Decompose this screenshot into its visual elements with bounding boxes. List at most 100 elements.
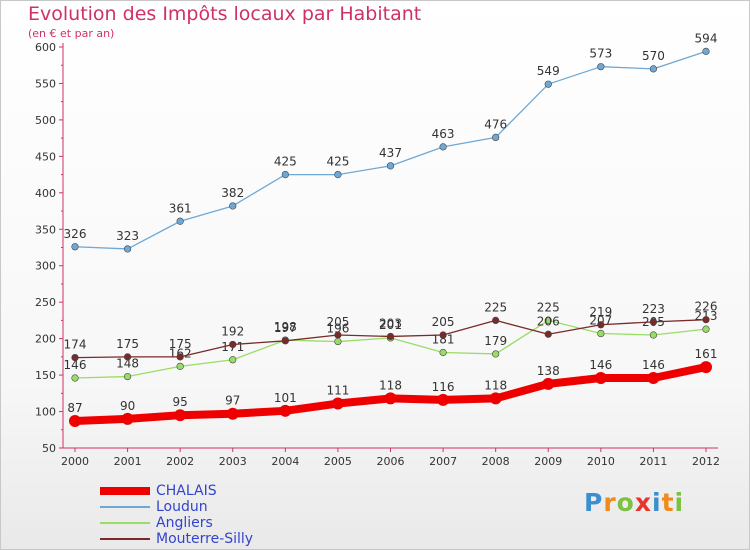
data-label: 225 <box>537 300 560 314</box>
data-label: 463 <box>432 127 455 141</box>
data-point <box>123 372 132 381</box>
data-point <box>597 321 605 329</box>
data-label: 198 <box>274 320 297 334</box>
data-point <box>121 412 134 425</box>
data-label: 203 <box>379 316 402 330</box>
data-label: 118 <box>484 378 507 392</box>
legend-label: Angliers <box>156 515 213 531</box>
data-point <box>229 340 237 349</box>
y-tick-label: 450 <box>35 150 56 163</box>
data-label: 437 <box>379 146 402 160</box>
data-label: 87 <box>67 401 82 415</box>
data-point <box>334 337 342 346</box>
data-label: 196 <box>326 322 349 336</box>
data-point <box>544 330 552 338</box>
data-point <box>226 407 239 420</box>
data-point <box>279 404 292 417</box>
data-point <box>700 361 712 374</box>
data-point <box>492 350 500 358</box>
legend-label: Mouterre-Silly <box>156 531 254 547</box>
data-label: 570 <box>642 49 665 63</box>
data-label: 361 <box>169 201 192 215</box>
data-point <box>649 318 658 326</box>
data-label: 326 <box>64 227 87 241</box>
data-label: 174 <box>64 338 87 352</box>
x-tick-label: 2007 <box>429 455 457 468</box>
data-point <box>386 162 395 170</box>
data-label: 425 <box>274 155 297 169</box>
y-tick-label: 50 <box>42 442 56 455</box>
x-tick-label: 2005 <box>324 455 352 468</box>
data-label: 201 <box>379 318 402 332</box>
y-tick-label: 500 <box>35 114 56 127</box>
logo-letter: i <box>652 488 662 517</box>
legend-swatch <box>100 538 150 540</box>
data-label: 111 <box>326 384 349 398</box>
data-label: 323 <box>116 229 139 243</box>
data-point <box>702 316 710 324</box>
data-label: 101 <box>274 391 297 405</box>
data-point <box>439 348 447 357</box>
data-label: 175 <box>169 337 192 351</box>
data-label: 95 <box>173 395 188 409</box>
data-point <box>542 377 555 390</box>
data-point <box>384 392 397 405</box>
data-point <box>597 329 605 338</box>
data-label: 138 <box>537 364 560 378</box>
data-point <box>594 372 607 385</box>
data-label: 118 <box>379 378 402 392</box>
data-label: 219 <box>589 305 612 319</box>
data-label: 549 <box>537 64 560 78</box>
x-tick-label: 2000 <box>61 455 89 468</box>
x-tick-label: 2006 <box>377 455 405 468</box>
data-point <box>439 143 447 151</box>
data-point <box>492 316 500 325</box>
logo-letter: o <box>616 488 635 517</box>
x-tick-label: 2010 <box>587 455 615 468</box>
logo-letter: t <box>661 488 675 517</box>
data-point <box>176 362 184 370</box>
data-label: 116 <box>432 380 455 394</box>
data-point <box>281 337 289 345</box>
logo-letter: x <box>634 488 652 517</box>
x-tick-label: 2002 <box>166 455 194 468</box>
data-point <box>229 356 237 364</box>
chart-subtitle: (en € et par an) <box>28 27 115 40</box>
chart-title: Evolution des Impôts locaux par Habitant <box>28 3 422 25</box>
x-tick-label: 2003 <box>219 455 247 468</box>
data-label: 146 <box>642 358 665 372</box>
data-point <box>647 372 660 385</box>
data-label: 146 <box>64 358 87 372</box>
data-label: 476 <box>484 117 507 131</box>
x-tick-label: 2011 <box>639 455 667 468</box>
data-label: 97 <box>225 394 240 408</box>
data-label: 206 <box>537 314 560 328</box>
data-point <box>281 170 289 179</box>
data-point <box>123 245 132 253</box>
data-point <box>489 392 502 405</box>
data-label: 223 <box>642 302 665 316</box>
data-point <box>71 353 79 362</box>
y-tick-label: 350 <box>35 223 56 236</box>
data-point <box>492 133 500 142</box>
data-label: 594 <box>695 31 718 45</box>
data-label: 205 <box>432 315 455 329</box>
legend-label: CHALAIS <box>156 483 217 499</box>
y-tick-label: 600 <box>35 41 56 54</box>
legend-swatch <box>100 487 150 495</box>
y-tick-label: 400 <box>35 187 56 200</box>
data-label: 225 <box>484 300 507 314</box>
data-point <box>176 353 184 361</box>
logo-letter: P <box>584 488 604 517</box>
x-tick-label: 2008 <box>482 455 510 468</box>
data-label: 192 <box>221 324 244 338</box>
data-label: 205 <box>326 315 349 329</box>
proxiti-logo: Proxiti <box>584 488 684 517</box>
x-tick-label: 2001 <box>114 455 142 468</box>
data-point <box>229 202 237 210</box>
data-label: 181 <box>432 332 455 346</box>
data-label: 226 <box>695 300 718 314</box>
data-label: 161 <box>695 347 718 361</box>
